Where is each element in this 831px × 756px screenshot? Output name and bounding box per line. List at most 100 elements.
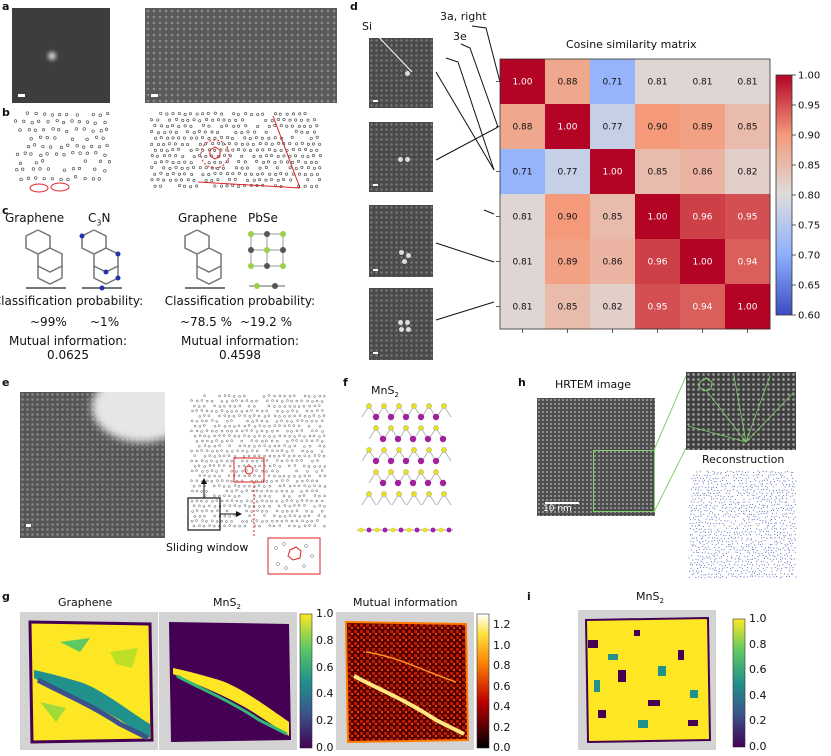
defect-ring <box>200 139 230 169</box>
reconstruction-label: Reconstruction <box>702 453 785 466</box>
heatmap-cell <box>545 104 591 150</box>
heatmap-cell <box>635 104 681 150</box>
heatmap-cell <box>590 239 636 285</box>
c3n-structure <box>79 229 122 291</box>
heatmap-value-label: 1.00 <box>512 78 532 88</box>
colorbar-tick-label: 0.2 <box>316 714 334 728</box>
colorbar-tick-label: 0.8 <box>749 637 767 651</box>
colorbar-tick-label: 1.00 <box>798 71 820 82</box>
heatmap-value-label: 0.81 <box>512 303 532 313</box>
colorbar-tick-label: 0.8 <box>493 659 511 672</box>
map-title-graphene: Graphene <box>58 596 113 609</box>
annotation-3a-right: 3a, right <box>440 10 487 23</box>
heatmap-value-label: 0.86 <box>692 168 712 178</box>
heatmap-cell <box>725 194 771 240</box>
heatmap-cell <box>590 59 636 105</box>
heatmap-value-label: 0.95 <box>737 213 757 223</box>
mns2-prob-map <box>159 612 297 750</box>
hrtem-title: HRTEM image <box>555 378 632 391</box>
mi-value-right: 0.4598 <box>219 348 261 362</box>
heatmap-value-label: 1.00 <box>737 303 757 313</box>
colorbar-tick-label: 0.95 <box>798 101 820 112</box>
panel-label-e: e <box>2 376 10 389</box>
heatmap-value-label: 0.77 <box>557 168 577 178</box>
heatmap-value-label: 0.88 <box>557 78 577 88</box>
heatmap-value-label: 0.89 <box>692 123 712 133</box>
similarity-colorbar: 1.00 0.95 0.90 0.85 0.80 0.75 0.70 0.65 0.60 <box>775 71 820 322</box>
heatmap-cell <box>635 284 681 330</box>
mns2-title-f: MnS2 <box>371 384 399 400</box>
heatmap-cell <box>680 284 726 330</box>
defect-thumb-2 <box>369 122 433 192</box>
defect-highlight-1 <box>29 183 49 193</box>
heatmap-value-label: 0.89 <box>557 258 577 268</box>
colorbar-tick-label: 0.60 <box>798 311 820 322</box>
mns2-hrtem-map <box>578 610 716 750</box>
colorbar-viridis-i <box>732 618 746 748</box>
heatmap-value-label: 0.94 <box>692 303 712 313</box>
heatmap-cell <box>545 194 591 240</box>
mns2-structure <box>357 403 453 533</box>
zoom-inset-box <box>267 537 321 575</box>
hrtem-zoom-box <box>593 450 655 512</box>
stem-image-e <box>20 392 165 538</box>
colorbar-tick-label: 0.0 <box>316 741 334 754</box>
defect-thumb-3 <box>369 205 433 277</box>
prob-c3n: ~1% <box>90 315 120 329</box>
heatmap-cell <box>500 104 546 150</box>
sliding-window-graph <box>187 394 327 575</box>
heatmap-value-label: 0.85 <box>737 123 757 133</box>
heatmap-value-label: 0.81 <box>647 78 667 88</box>
panel-label-c: c <box>2 204 9 217</box>
similarity-matrix-title: Cosine similarity matrix <box>566 38 697 51</box>
colorbar-viridis-g <box>299 613 313 749</box>
colorbar-hot-g <box>476 613 490 749</box>
heatmap-value-label: 0.81 <box>692 78 712 88</box>
prob-pbse: ~19.2 % <box>240 315 292 329</box>
heatmap-cell <box>725 59 771 105</box>
heatmap-value-label: 0.96 <box>692 213 712 223</box>
panel-label-g: g <box>2 590 10 603</box>
heatmap-value-label: 1.00 <box>557 123 577 133</box>
red-window-box <box>233 457 265 483</box>
colorbar-tick-label: 0.80 <box>798 191 820 202</box>
pbse-structure <box>248 231 286 289</box>
colorbar-tick-label: 1.0 <box>749 612 767 625</box>
label-graphene-right: Graphene <box>178 211 238 225</box>
label-c3n: C3N <box>88 211 111 228</box>
heatmap-value-label: 0.81 <box>512 213 532 223</box>
defect-hexagon <box>209 146 221 160</box>
hrtem-zoom-lines <box>653 375 687 513</box>
heatmap-cell <box>590 104 636 150</box>
heatmap-cell <box>545 284 591 330</box>
heatmap-value-label: 0.95 <box>647 303 667 313</box>
heatmap-cell <box>725 149 771 195</box>
panel-label-a: a <box>2 0 10 13</box>
colorbar-tick-label: 0.85 <box>798 161 820 172</box>
map-title-mns2-i: MnS2 <box>636 590 664 606</box>
heatmap-value-label: 0.82 <box>737 168 757 178</box>
heatmap-value-label: 0.90 <box>647 123 667 133</box>
class-prob-title-right: Classification probability: <box>164 294 316 308</box>
colorbar-tick-label: 1.0 <box>316 607 334 620</box>
panel-label-b: b <box>2 106 10 119</box>
heatmap-cell <box>635 239 681 285</box>
heatmap-value-label: 0.90 <box>557 213 577 223</box>
micrograph-lattice <box>145 8 337 103</box>
panel-label-f: f <box>343 376 348 389</box>
mi-map <box>336 612 474 750</box>
heatmap-cell <box>545 239 591 285</box>
heatmap-cell <box>545 59 591 105</box>
heatmap-value-label: 0.81 <box>512 258 532 268</box>
heatmap-cell <box>500 59 546 105</box>
hrtem-image: 10 nm <box>537 398 655 516</box>
hrtem-zoom-inset <box>686 372 796 450</box>
heatmap-cell <box>590 149 636 195</box>
panel-label-i: i <box>527 590 531 603</box>
map-title-mns2: MnS2 <box>213 596 241 612</box>
colorbar-tick-label: 0.0 <box>493 741 511 754</box>
colorbar-tick-label: 0.4 <box>493 700 511 713</box>
panel-label-h: h <box>518 376 526 389</box>
colorbar-tick-label: 0.4 <box>316 687 334 701</box>
